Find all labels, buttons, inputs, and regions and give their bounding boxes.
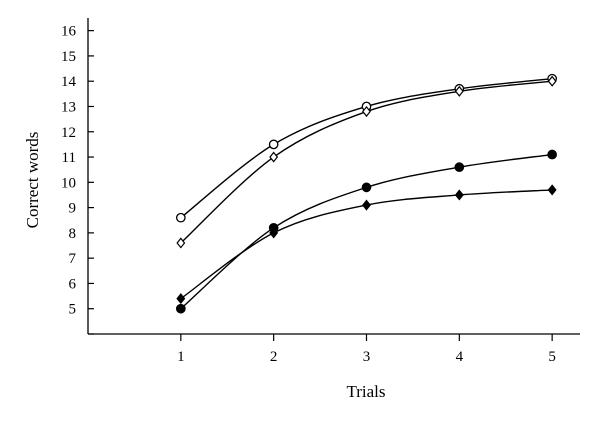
data-point-filled-diamond	[362, 199, 371, 211]
data-point-open-diamond	[454, 85, 464, 97]
y-tick-label: 14	[61, 74, 77, 90]
y-tick-label: 15	[61, 49, 76, 65]
data-point-open-circle	[175, 212, 186, 223]
axes	[87, 18, 580, 335]
y-tick-label: 9	[69, 201, 77, 217]
series-line	[180, 77, 553, 219]
y-tick-label: 10	[61, 175, 76, 191]
data-point-filled-circle	[361, 182, 372, 193]
series-filled-circle	[175, 149, 558, 314]
y-tick-label: 13	[61, 99, 76, 115]
y-tick-label: 7	[69, 251, 77, 267]
y-tick-label: 5	[69, 302, 77, 318]
y-tick-label: 11	[62, 150, 76, 166]
y-axis-title: Correct words	[23, 132, 42, 229]
data-point-filled-diamond	[547, 184, 557, 196]
data-point-filled-circle	[547, 149, 558, 160]
data-point-filled-diamond	[269, 227, 279, 239]
x-axis-title: Trials	[346, 382, 385, 401]
data-point-open-diamond	[269, 151, 279, 163]
series-line	[180, 153, 553, 310]
x-tick-label: 1	[177, 349, 185, 365]
y-tick-label: 6	[69, 276, 77, 292]
y-tick-label: 16	[61, 24, 77, 40]
data-point-open-diamond	[547, 75, 557, 87]
x-tick-label: 5	[548, 349, 556, 365]
x-tick-label: 3	[363, 349, 371, 365]
y-tick-label: 12	[61, 125, 76, 141]
data-point-open-diamond	[362, 105, 371, 118]
series-line	[180, 80, 553, 244]
data-point-filled-diamond	[176, 293, 186, 305]
series-filled-diamond	[176, 184, 557, 305]
data-point-filled-circle	[175, 303, 186, 314]
data-point-filled-circle	[454, 162, 465, 173]
series-open-diamond	[176, 75, 557, 249]
data-point-filled-diamond	[454, 189, 464, 201]
x-tick-label: 4	[456, 349, 464, 365]
series-group	[175, 73, 558, 314]
data-point-open-diamond	[176, 237, 186, 249]
y-tick-label: 8	[69, 226, 77, 242]
x-tick-label: 2	[270, 349, 278, 365]
data-point-open-circle	[268, 139, 279, 150]
